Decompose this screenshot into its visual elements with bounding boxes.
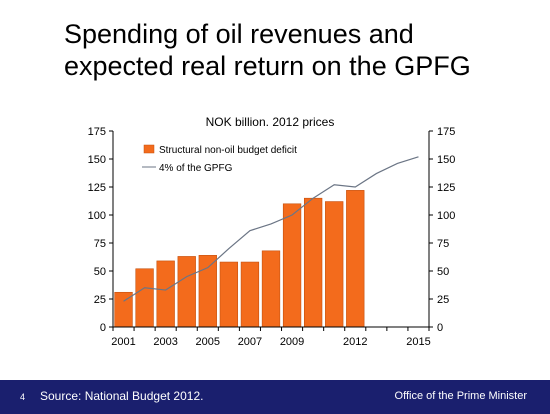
bar-2007	[240, 261, 260, 328]
footer: 4 Source: National Budget 2012. Office o…	[0, 380, 550, 414]
bar-2012	[346, 190, 365, 328]
legend-line-label: 4% of the GPFG	[159, 163, 233, 174]
bar-2009	[282, 203, 302, 328]
y-tick-label-left: 75	[94, 238, 106, 250]
x-tick-label-2005: 2005	[196, 336, 220, 348]
y-tick-label-right: 150	[437, 154, 455, 166]
y-tick-label-right: 175	[437, 126, 455, 138]
bar-2003	[156, 260, 175, 328]
source-note: Source: National Budget 2012.	[40, 389, 204, 403]
legend-bar-swatch	[143, 144, 155, 154]
axes-layer: 0 0 25 25 50 50 75 75 100 100 125 125 150 150 175 175 20…	[88, 126, 456, 348]
gpfg-line	[123, 156, 419, 302]
bar-2008	[261, 250, 281, 328]
x-tick-label-2001: 2001	[111, 336, 135, 348]
bar-2011	[325, 201, 344, 328]
bar-2010	[303, 197, 323, 328]
y-tick-label-right: 125	[437, 182, 455, 194]
x-tick-label-2012: 2012	[343, 336, 367, 348]
bar-2006	[219, 261, 239, 328]
x-tick-label-2003: 2003	[153, 336, 177, 348]
legend-bar-label: Structural non-oil budget deficit	[159, 145, 297, 156]
bar-2005	[198, 255, 217, 328]
y-tick-label-right: 50	[437, 266, 449, 278]
y-tick-label-left: 125	[88, 182, 106, 194]
y-tick-label-left: 0	[100, 322, 106, 334]
y-tick-label-left: 25	[94, 294, 106, 306]
y-tick-label-left: 50	[94, 266, 106, 278]
bar-2002	[135, 268, 154, 328]
y-tick-label-right: 100	[437, 210, 455, 222]
x-tick-label-2009: 2009	[280, 336, 304, 348]
office-name: Office of the Prime Minister	[394, 390, 527, 402]
slide-title-line-1: Spending of oil revenues and	[64, 19, 414, 49]
y-tick-label-left: 175	[88, 126, 106, 138]
y-tick-label-right: 0	[437, 322, 443, 334]
y-tick-label-left: 150	[88, 154, 106, 166]
bars-layer	[114, 190, 365, 328]
x-tick-label-2015: 2015	[406, 336, 430, 348]
legend: Structural non-oil budget deficit 4% of …	[142, 144, 297, 174]
x-tick-label-2007: 2007	[238, 336, 262, 348]
slide-title: Spending of oil revenues and expected re…	[64, 18, 534, 82]
chart: NOK billion. 2012 prices 0 0 25 25 50 50 75 75 1…	[88, 115, 456, 348]
line-layer	[123, 156, 419, 302]
page-number: 4	[20, 392, 26, 402]
y-tick-label-left: 100	[88, 210, 106, 222]
chart-title: NOK billion. 2012 prices	[206, 115, 335, 129]
y-tick-label-right: 75	[437, 238, 449, 250]
y-tick-label-right: 25	[437, 294, 449, 306]
slide-title-line-2: expected real return on the GPFG	[64, 51, 471, 81]
bar-2004	[177, 256, 196, 328]
